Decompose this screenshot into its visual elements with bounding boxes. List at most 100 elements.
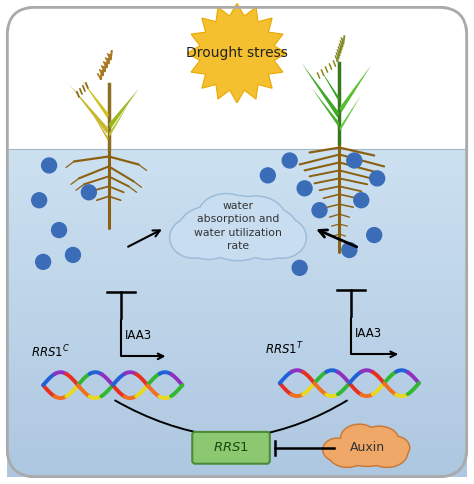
Bar [8, 212, 466, 213]
Bar [8, 176, 466, 178]
Polygon shape [69, 84, 109, 134]
Bar [8, 220, 466, 222]
Bar [8, 199, 466, 201]
Bar [8, 197, 466, 199]
Bar [8, 313, 466, 314]
Bar [8, 431, 466, 432]
Ellipse shape [328, 439, 366, 467]
Bar [8, 333, 466, 335]
Bar [8, 278, 466, 279]
Bar [8, 421, 466, 423]
Text: $\it{RRS1^T}$: $\it{RRS1^T}$ [265, 341, 304, 358]
Bar [8, 351, 466, 353]
Circle shape [312, 203, 327, 218]
Bar [8, 158, 466, 160]
Bar [8, 339, 466, 341]
Bar [8, 309, 466, 310]
Bar [8, 366, 466, 368]
Circle shape [342, 242, 357, 257]
Bar [8, 216, 466, 218]
Bar [8, 160, 466, 161]
Bar [8, 417, 466, 419]
FancyBboxPatch shape [8, 7, 466, 477]
Bar [8, 318, 466, 320]
Bar [8, 448, 466, 449]
Bar [8, 358, 466, 360]
Bar [8, 439, 466, 440]
Bar [8, 352, 466, 354]
Ellipse shape [322, 438, 353, 462]
Bar [8, 353, 466, 355]
Bar [8, 346, 466, 347]
Bar [8, 283, 466, 284]
Bar [8, 285, 466, 286]
Polygon shape [109, 89, 138, 129]
Bar [8, 182, 466, 183]
Text: water
absorption and
water utilization
rate: water absorption and water utilization r… [194, 201, 282, 251]
Bar [8, 302, 466, 304]
Bar [8, 375, 466, 377]
Bar [8, 242, 466, 243]
Bar [8, 257, 466, 258]
Bar [8, 211, 466, 212]
Bar [8, 266, 466, 267]
Bar [8, 379, 466, 381]
Bar [8, 470, 466, 472]
Bar [8, 189, 466, 191]
Bar [8, 281, 466, 282]
Bar [8, 412, 466, 413]
Circle shape [282, 153, 297, 168]
Bar [8, 406, 466, 408]
Bar [8, 389, 466, 391]
Bar [8, 473, 466, 474]
Bar [8, 228, 466, 229]
Bar [8, 354, 466, 356]
Ellipse shape [196, 195, 280, 261]
Bar [8, 466, 466, 467]
Bar [8, 239, 466, 241]
Bar [8, 188, 466, 190]
Bar [8, 186, 466, 188]
Bar [8, 405, 466, 407]
Bar [8, 254, 466, 256]
Bar [8, 156, 466, 158]
Bar [8, 290, 466, 291]
Circle shape [82, 185, 96, 200]
Circle shape [347, 153, 362, 168]
Bar [8, 355, 466, 357]
Bar [8, 428, 466, 429]
Bar [8, 233, 466, 235]
Ellipse shape [237, 207, 298, 259]
Bar [8, 463, 466, 464]
Bar [8, 336, 466, 338]
Ellipse shape [360, 427, 398, 453]
Ellipse shape [257, 216, 307, 259]
Bar [8, 435, 466, 437]
Bar [8, 323, 466, 325]
Bar [8, 350, 466, 352]
Bar [8, 356, 466, 358]
Circle shape [36, 255, 51, 269]
Bar [8, 474, 466, 475]
Bar [8, 429, 466, 430]
Circle shape [370, 171, 384, 186]
Bar [8, 410, 466, 411]
Bar [8, 187, 466, 189]
Bar [8, 287, 466, 289]
Bar [8, 252, 466, 254]
Bar [8, 208, 466, 210]
Ellipse shape [226, 197, 285, 241]
Bar [8, 215, 466, 217]
Bar [8, 381, 466, 383]
Bar [8, 180, 466, 181]
Bar [8, 248, 466, 249]
Bar [8, 357, 466, 359]
Bar [8, 378, 466, 379]
Bar [8, 277, 466, 278]
Circle shape [297, 181, 312, 196]
Bar [8, 425, 466, 426]
Circle shape [292, 260, 307, 275]
Bar [8, 298, 466, 299]
Bar [8, 328, 466, 329]
Bar [8, 169, 466, 171]
